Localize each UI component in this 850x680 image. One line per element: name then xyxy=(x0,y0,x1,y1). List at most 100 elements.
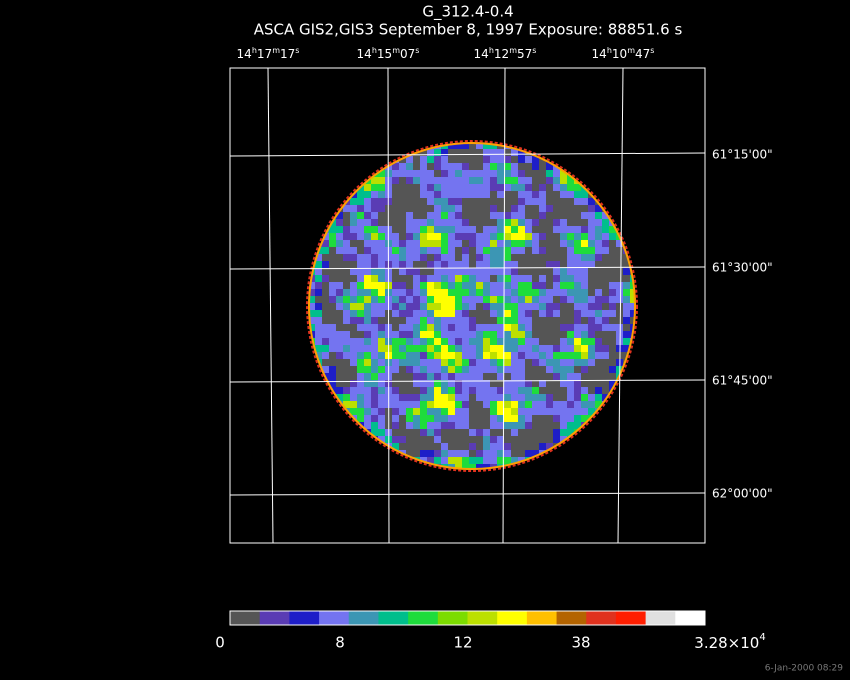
image-pixel xyxy=(553,198,560,205)
image-pixel xyxy=(476,240,483,247)
image-pixel xyxy=(357,205,364,212)
image-pixel xyxy=(476,436,483,443)
image-pixel xyxy=(511,310,518,317)
image-pixel xyxy=(399,331,406,338)
image-pixel xyxy=(462,268,469,275)
image-pixel xyxy=(406,401,413,408)
image-pixel xyxy=(490,415,497,422)
image-pixel xyxy=(609,289,616,296)
image-pixel xyxy=(371,226,378,233)
colorbar-label: 0 xyxy=(215,634,225,652)
image-pixel xyxy=(518,247,525,254)
image-pixel xyxy=(588,289,595,296)
image-pixel xyxy=(581,408,588,415)
image-pixel xyxy=(406,345,413,352)
image-pixel xyxy=(364,247,371,254)
image-pixel xyxy=(343,205,350,212)
image-pixel xyxy=(518,366,525,373)
image-pixel xyxy=(420,443,427,450)
image-pixel xyxy=(427,436,434,443)
image-pixel xyxy=(399,177,406,184)
image-pixel xyxy=(588,359,595,366)
image-pixel xyxy=(511,275,518,282)
image-pixel xyxy=(448,219,455,226)
image-pixel xyxy=(553,289,560,296)
image-pixel xyxy=(476,219,483,226)
image-pixel xyxy=(483,163,490,170)
image-pixel xyxy=(553,247,560,254)
image-pixel xyxy=(574,303,581,310)
image-pixel xyxy=(441,457,448,464)
image-pixel xyxy=(378,401,385,408)
colorbar-max-exponent: 4 xyxy=(759,632,765,643)
image-pixel xyxy=(532,212,539,219)
image-pixel xyxy=(532,254,539,261)
image-pixel xyxy=(504,247,511,254)
image-pixel xyxy=(448,443,455,450)
image-pixel xyxy=(427,261,434,268)
image-pixel xyxy=(448,156,455,163)
image-pixel xyxy=(448,436,455,443)
image-pixel xyxy=(574,394,581,401)
image-pixel xyxy=(476,212,483,219)
image-pixel xyxy=(448,366,455,373)
image-pixel xyxy=(567,394,574,401)
image-pixel xyxy=(357,240,364,247)
image-pixel xyxy=(392,247,399,254)
image-pixel xyxy=(518,212,525,219)
image-pixel xyxy=(462,338,469,345)
image-pixel xyxy=(350,219,357,226)
image-pixel xyxy=(567,401,574,408)
image-pixel xyxy=(455,149,462,156)
image-pixel xyxy=(371,338,378,345)
image-pixel xyxy=(357,254,364,261)
image-pixel xyxy=(413,317,420,324)
image-pixel xyxy=(399,254,406,261)
image-pixel xyxy=(525,436,532,443)
image-pixel xyxy=(609,366,616,373)
image-pixel xyxy=(560,184,567,191)
image-pixel xyxy=(476,191,483,198)
image-pixel xyxy=(560,408,567,415)
image-pixel xyxy=(308,296,315,303)
image-pixel xyxy=(483,310,490,317)
image-pixel xyxy=(448,450,455,457)
image-pixel xyxy=(399,219,406,226)
image-pixel xyxy=(469,310,476,317)
image-pixel xyxy=(427,380,434,387)
image-pixel xyxy=(616,324,623,331)
image-pixel xyxy=(539,247,546,254)
image-pixel xyxy=(315,324,322,331)
image-pixel xyxy=(469,366,476,373)
image-pixel xyxy=(462,436,469,443)
image-pixel xyxy=(497,373,504,380)
image-pixel xyxy=(581,212,588,219)
image-pixel xyxy=(539,184,546,191)
image-pixel xyxy=(483,198,490,205)
image-pixel xyxy=(308,289,315,296)
image-pixel xyxy=(539,331,546,338)
image-pixel xyxy=(546,226,553,233)
image-pixel xyxy=(378,366,385,373)
image-pixel xyxy=(469,212,476,219)
image-pixel xyxy=(560,198,567,205)
image-pixel xyxy=(378,394,385,401)
image-pixel xyxy=(532,422,539,429)
image-pixel xyxy=(511,450,518,457)
image-pixel xyxy=(511,219,518,226)
image-pixel xyxy=(511,422,518,429)
image-pixel xyxy=(532,408,539,415)
image-pixel xyxy=(371,233,378,240)
image-pixel xyxy=(630,317,636,324)
image-pixel xyxy=(357,233,364,240)
image-pixel xyxy=(364,191,371,198)
image-pixel xyxy=(567,366,574,373)
image-pixel xyxy=(455,219,462,226)
image-pixel xyxy=(581,345,588,352)
image-pixel xyxy=(553,254,560,261)
image-pixel xyxy=(336,254,343,261)
image-pixel xyxy=(546,163,553,170)
image-pixel xyxy=(455,268,462,275)
image-pixel xyxy=(357,303,364,310)
image-pixel xyxy=(413,289,420,296)
